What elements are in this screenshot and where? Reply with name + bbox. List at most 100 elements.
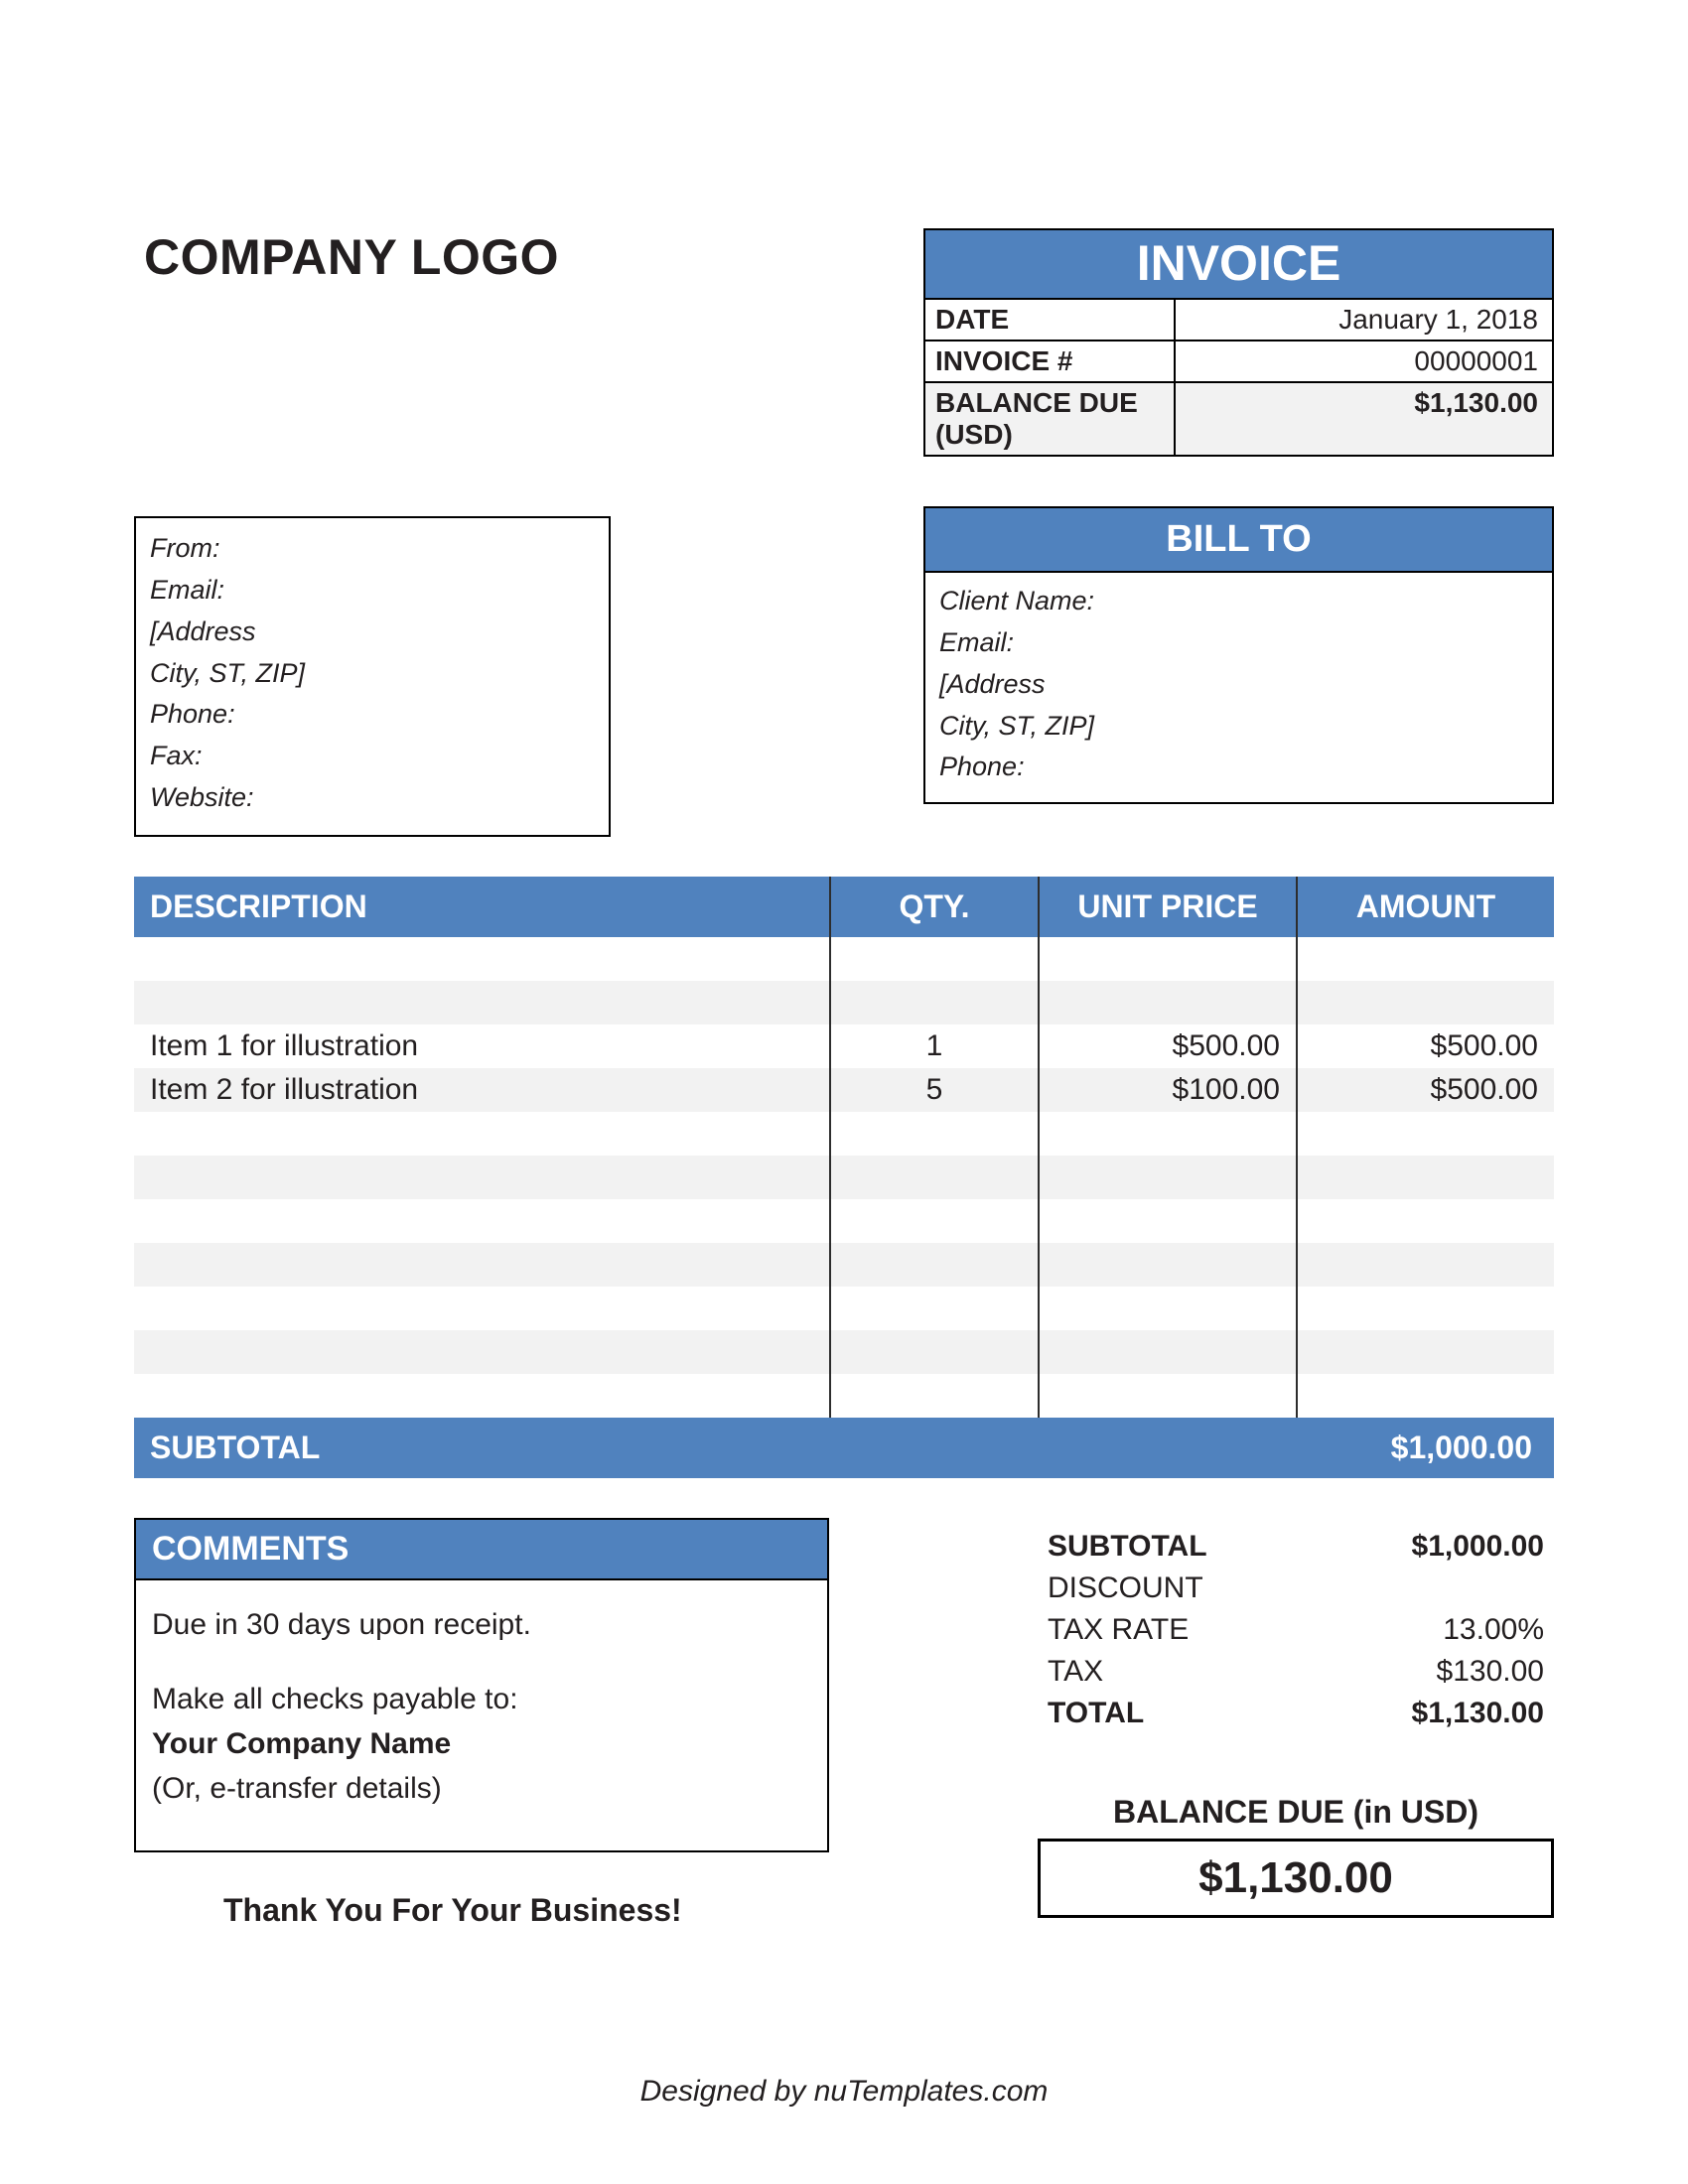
final-balance-due-value: $1,130.00 bbox=[1038, 1839, 1554, 1918]
cell-qty bbox=[829, 981, 1038, 1024]
table-row bbox=[134, 1243, 1554, 1287]
col-header-qty: QTY. bbox=[829, 877, 1038, 937]
balance-due-label: BALANCE DUE (USD) bbox=[925, 383, 1176, 455]
invoice-page: COMPANY LOGO INVOICE DATE January 1, 201… bbox=[134, 0, 1554, 1929]
comments-company: Your Company Name bbox=[152, 1721, 811, 1766]
comments-body: Due in 30 days upon receipt. Make all ch… bbox=[134, 1578, 829, 1852]
table-row bbox=[134, 1330, 1554, 1374]
cell-qty bbox=[829, 1199, 1038, 1243]
cell-amount bbox=[1296, 1243, 1554, 1287]
totals-total-value: $1,130.00 bbox=[1412, 1697, 1544, 1730]
cell-qty bbox=[829, 1112, 1038, 1156]
invoice-meta-box: INVOICE DATE January 1, 2018 INVOICE # 0… bbox=[923, 228, 1554, 457]
bill-to-name-label: Client Name: bbox=[939, 581, 1538, 622]
cell-unit-price bbox=[1038, 1112, 1296, 1156]
cell-amount bbox=[1296, 1287, 1554, 1330]
cell-unit-price bbox=[1038, 1287, 1296, 1330]
totals-tax-rate-value: 13.00% bbox=[1443, 1613, 1544, 1647]
cell-amount bbox=[1296, 1199, 1554, 1243]
totals-box: SUBTOTAL $1,000.00 DISCOUNT TAX RATE 13.… bbox=[1038, 1526, 1554, 1929]
totals-total-label: TOTAL bbox=[1048, 1697, 1144, 1730]
thank-you-text: Thank You For Your Business! bbox=[223, 1892, 829, 1929]
cell-qty: 1 bbox=[829, 1024, 1038, 1068]
bill-to-phone-label: Phone: bbox=[939, 747, 1538, 788]
date-value: January 1, 2018 bbox=[1176, 300, 1552, 340]
totals-discount: DISCOUNT bbox=[1038, 1568, 1554, 1609]
invoice-no-value: 00000001 bbox=[1176, 341, 1552, 381]
col-header-unit-price: UNIT PRICE bbox=[1038, 877, 1296, 937]
cell-amount bbox=[1296, 1156, 1554, 1199]
meta-row-balance: BALANCE DUE (USD) $1,130.00 bbox=[925, 381, 1552, 455]
top-section: COMPANY LOGO INVOICE DATE January 1, 201… bbox=[134, 228, 1554, 457]
balance-due-value: $1,130.00 bbox=[1176, 383, 1552, 455]
cell-amount bbox=[1296, 1330, 1554, 1374]
totals-tax-rate: TAX RATE 13.00% bbox=[1038, 1609, 1554, 1651]
company-logo: COMPANY LOGO bbox=[144, 228, 559, 286]
cell-amount: $500.00 bbox=[1296, 1024, 1554, 1068]
comments-column: COMMENTS Due in 30 days upon receipt. Ma… bbox=[134, 1518, 829, 1929]
invoice-no-label: INVOICE # bbox=[925, 341, 1176, 381]
table-row bbox=[134, 1287, 1554, 1330]
invoice-title: INVOICE bbox=[925, 230, 1552, 298]
table-row bbox=[134, 1156, 1554, 1199]
bill-to-body: Client Name: Email: [Address City, ST, Z… bbox=[923, 571, 1554, 804]
bill-to-title: BILL TO bbox=[923, 506, 1554, 571]
table-row bbox=[134, 1374, 1554, 1418]
cell-qty bbox=[829, 1287, 1038, 1330]
cell-qty bbox=[829, 1243, 1038, 1287]
bill-to-address1: [Address bbox=[939, 664, 1538, 706]
totals-subtotal-value: $1,000.00 bbox=[1412, 1530, 1544, 1564]
items-body: Item 1 for illustration1 $500.00$500.00 It… bbox=[134, 937, 1554, 1418]
cell-amount bbox=[1296, 981, 1554, 1024]
totals-tax: TAX $130.00 bbox=[1038, 1651, 1554, 1693]
subtotal-bar-label: SUBTOTAL bbox=[134, 1418, 1296, 1478]
totals-total: TOTAL $1,130.00 bbox=[1038, 1693, 1554, 1734]
comments-line3: (Or, e-transfer details) bbox=[152, 1766, 811, 1811]
col-header-description: DESCRIPTION bbox=[134, 877, 829, 937]
footer-credit: Designed by nuTemplates.com bbox=[0, 2075, 1688, 2109]
items-table: DESCRIPTION QTY. UNIT PRICE AMOUNT Item … bbox=[134, 877, 1554, 1478]
from-phone-label: Phone: bbox=[150, 694, 595, 736]
cell-description: Item 1 for illustration bbox=[134, 1029, 829, 1063]
subtotal-bar-value: $1,000.00 bbox=[1296, 1418, 1554, 1478]
totals-subtotal-label: SUBTOTAL bbox=[1048, 1530, 1207, 1564]
cell-amount: $500.00 bbox=[1296, 1068, 1554, 1112]
from-address2: City, ST, ZIP] bbox=[150, 653, 595, 695]
from-website-label: Website: bbox=[150, 777, 595, 819]
from-fax-label: Fax: bbox=[150, 736, 595, 777]
from-address1: [Address bbox=[150, 612, 595, 653]
totals-discount-label: DISCOUNT bbox=[1048, 1571, 1203, 1605]
cell-unit-price bbox=[1038, 1156, 1296, 1199]
table-row bbox=[134, 937, 1554, 981]
cell-qty bbox=[829, 1330, 1038, 1374]
table-row bbox=[134, 1199, 1554, 1243]
comments-line1: Due in 30 days upon receipt. bbox=[152, 1602, 811, 1647]
comments-box: COMMENTS Due in 30 days upon receipt. Ma… bbox=[134, 1518, 829, 1852]
comments-title: COMMENTS bbox=[134, 1518, 829, 1578]
cell-amount bbox=[1296, 1374, 1554, 1418]
cell-qty: 5 bbox=[829, 1068, 1038, 1112]
cell-unit-price bbox=[1038, 1243, 1296, 1287]
items-header: DESCRIPTION QTY. UNIT PRICE AMOUNT bbox=[134, 877, 1554, 937]
cell-qty bbox=[829, 937, 1038, 981]
bill-to-address2: City, ST, ZIP] bbox=[939, 706, 1538, 748]
cell-unit-price bbox=[1038, 937, 1296, 981]
date-label: DATE bbox=[925, 300, 1176, 340]
totals-subtotal: SUBTOTAL $1,000.00 bbox=[1038, 1526, 1554, 1568]
cell-unit-price bbox=[1038, 1330, 1296, 1374]
bill-to-email-label: Email: bbox=[939, 622, 1538, 664]
cell-qty bbox=[829, 1374, 1038, 1418]
totals-tax-label: TAX bbox=[1048, 1655, 1103, 1689]
from-email-label: Email: bbox=[150, 570, 595, 612]
bill-to-box: BILL TO Client Name: Email: [Address Cit… bbox=[923, 506, 1554, 837]
table-row bbox=[134, 981, 1554, 1024]
cell-amount bbox=[1296, 1112, 1554, 1156]
cell-description: Item 2 for illustration bbox=[134, 1073, 829, 1107]
cell-unit-price bbox=[1038, 981, 1296, 1024]
meta-row-invoice-no: INVOICE # 00000001 bbox=[925, 340, 1552, 381]
from-label: From: bbox=[150, 528, 595, 570]
comments-line2: Make all checks payable to: bbox=[152, 1677, 811, 1721]
table-row bbox=[134, 1112, 1554, 1156]
spacer bbox=[152, 1647, 811, 1677]
meta-row-date: DATE January 1, 2018 bbox=[925, 298, 1552, 340]
